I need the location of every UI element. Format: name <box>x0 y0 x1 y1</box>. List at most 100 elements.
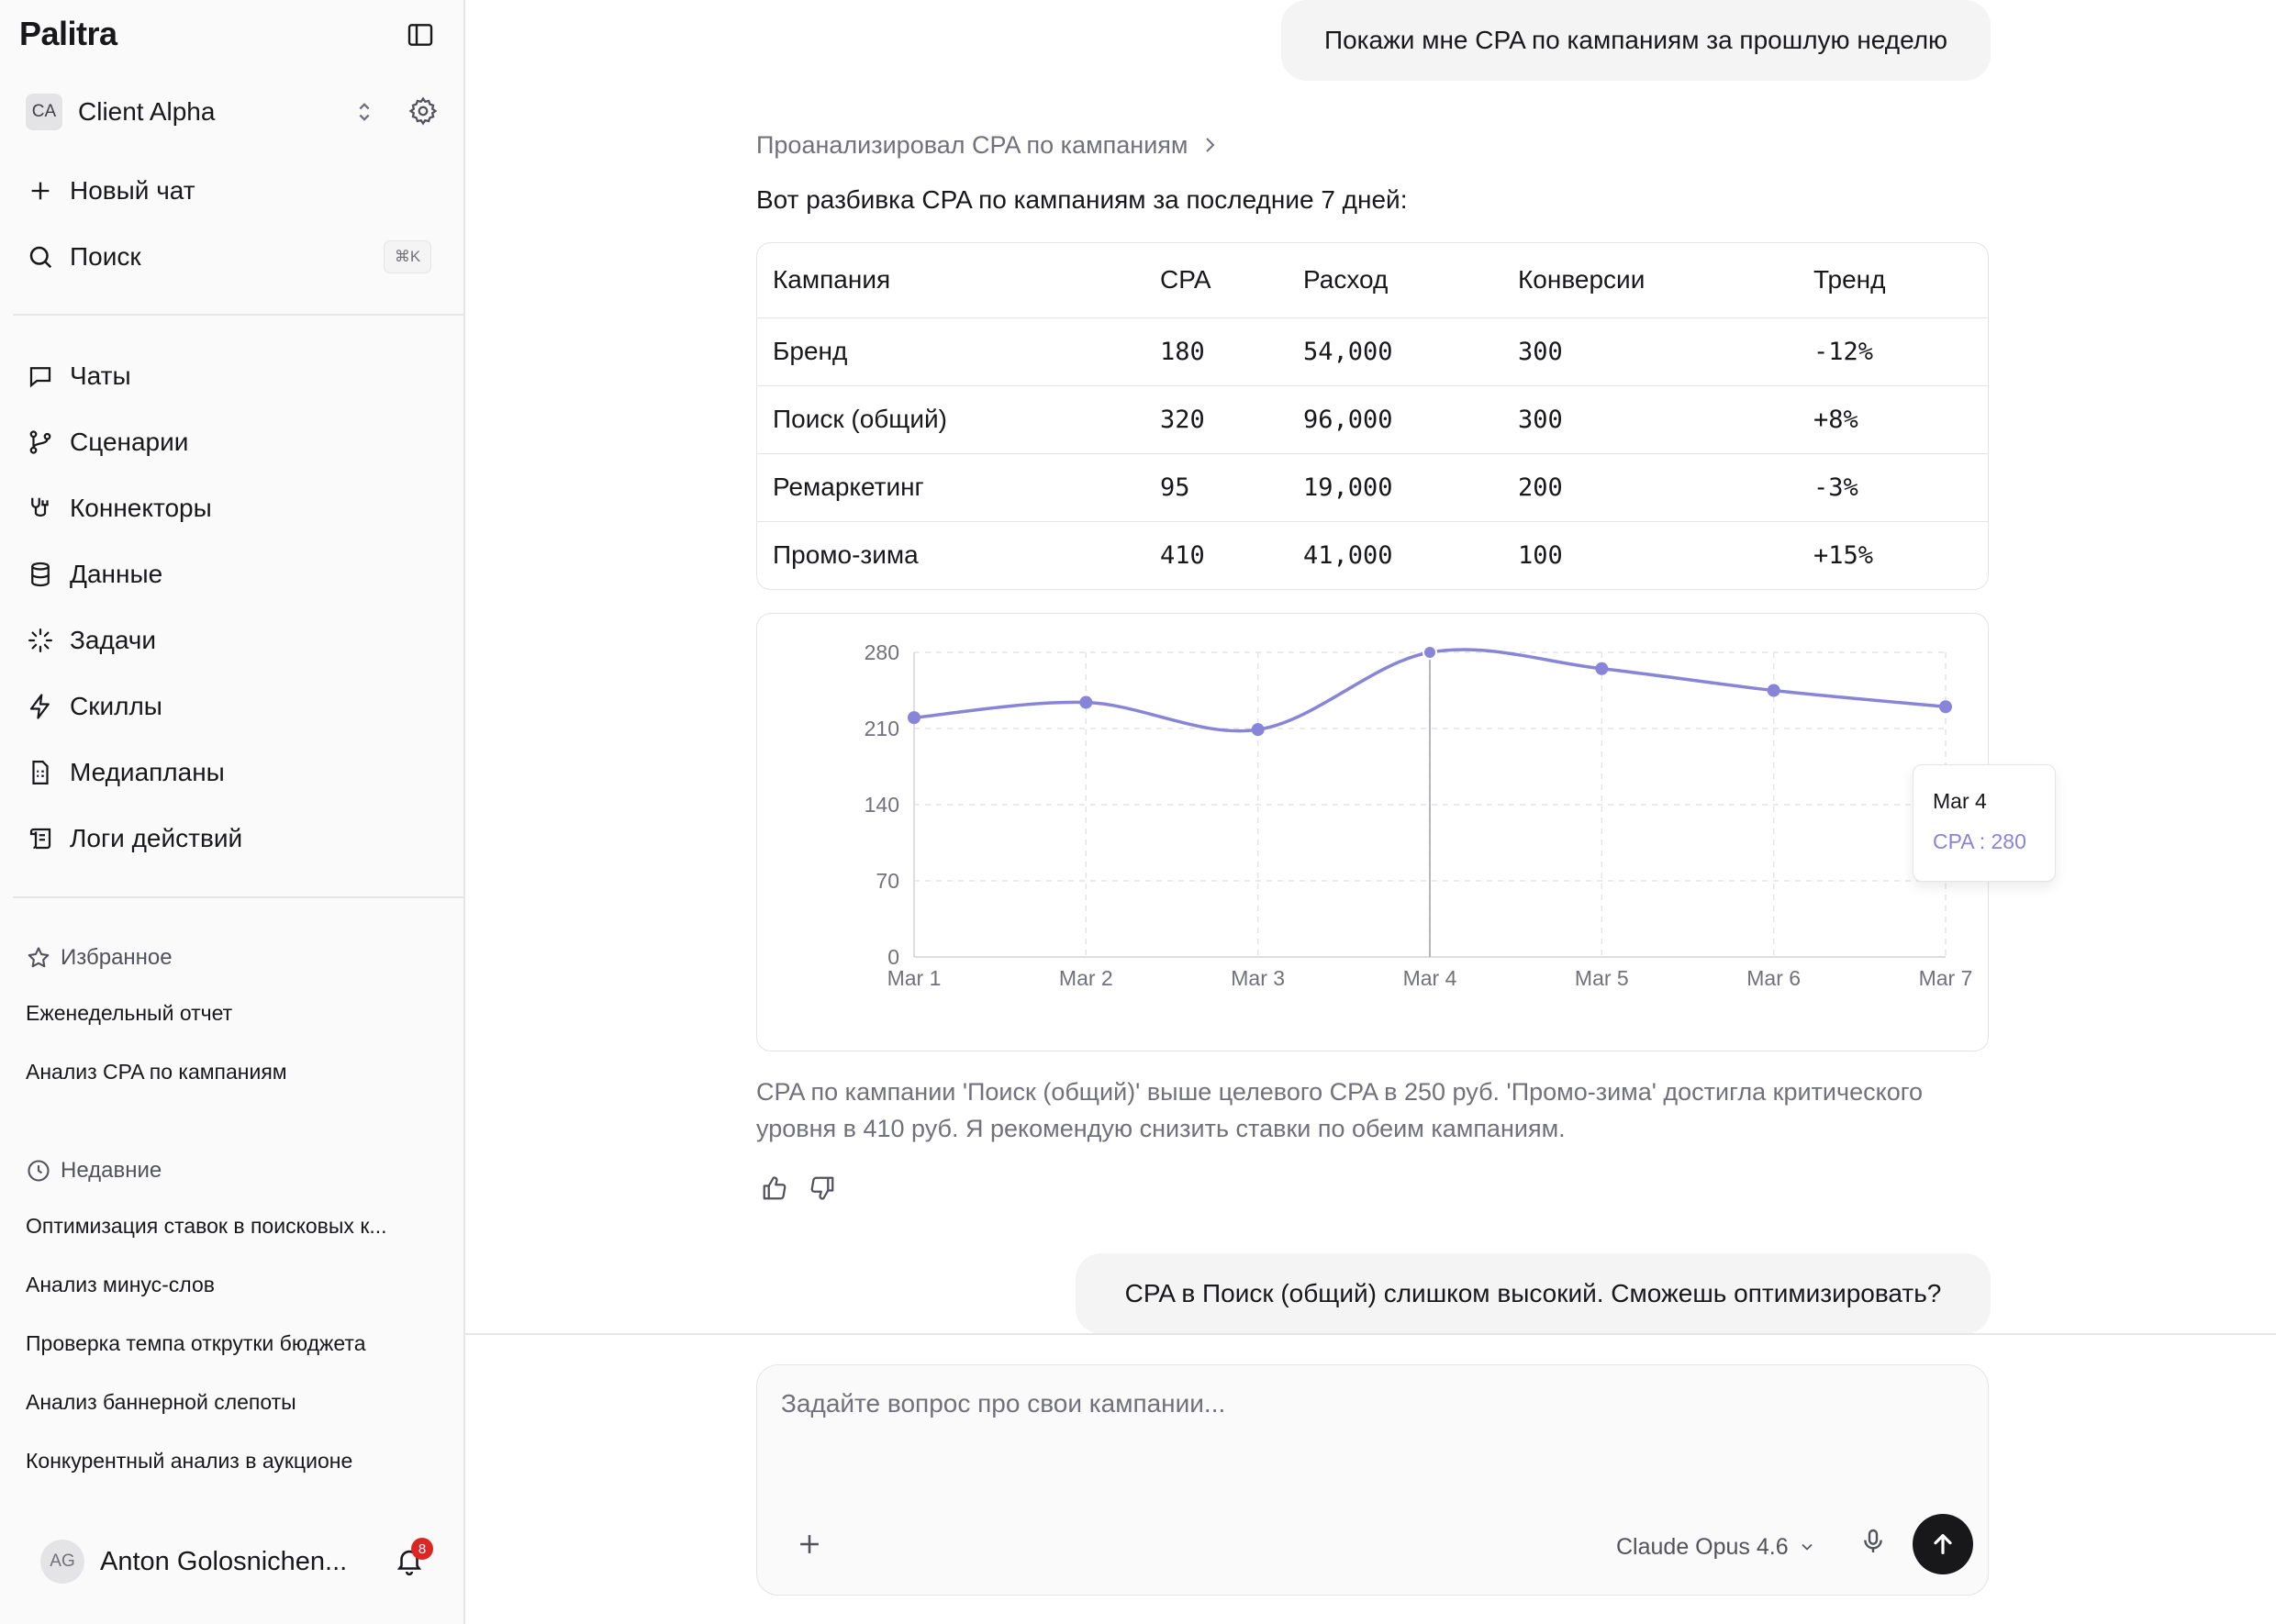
table-header: Расход <box>1303 243 1518 318</box>
plug-icon <box>26 494 55 523</box>
table-header: Конверсии <box>1518 243 1813 318</box>
x-tick-label: Mar 7 <box>1919 966 1973 990</box>
client-avatar: CA <box>26 94 62 130</box>
search-label: Поиск <box>70 242 141 271</box>
data-point <box>908 711 920 725</box>
table-cell: +8% <box>1813 385 1988 454</box>
cpa-table: Кампания CPA Расход Конверсии Тренд Брен… <box>756 242 1989 590</box>
sidebar-item-label: Данные <box>70 560 163 588</box>
sidebar-item-data[interactable]: Данные <box>26 554 441 595</box>
analysis-step-toggle[interactable]: Проанализировал CPA по кампаниям <box>756 127 1221 163</box>
search-shortcut: ⌘K <box>384 240 431 273</box>
sidebar-item-chats[interactable]: Чаты <box>26 356 441 396</box>
sidebar-item-tasks[interactable]: Задачи <box>26 620 441 661</box>
sidebar-item-label: Чаты <box>70 362 131 390</box>
attach-button[interactable] <box>794 1529 827 1562</box>
plus-icon <box>26 176 55 206</box>
user-avatar: AG <box>40 1540 84 1584</box>
data-point <box>1422 645 1437 660</box>
user-message: CPA в Поиск (общий) слишком высокий. Смо… <box>1076 1253 1991 1334</box>
chat-icon <box>26 362 55 391</box>
user-profile[interactable]: AG Anton Golosnichen... 8 <box>40 1538 444 1585</box>
message-input[interactable] <box>781 1389 1956 1444</box>
favorite-item[interactable]: Анализ CPA по кампаниям <box>26 1060 287 1084</box>
table-cell: 95 <box>1160 453 1303 522</box>
sidebar-item-label: Коннекторы <box>70 494 212 522</box>
y-tick-label: 0 <box>887 945 899 969</box>
chevron-right-icon <box>1206 138 1215 152</box>
data-point <box>1939 700 1952 714</box>
chevron-updown-icon[interactable] <box>351 99 377 125</box>
sidebar-item-skills[interactable]: Скиллы <box>26 686 441 727</box>
search-icon <box>26 242 55 272</box>
x-tick-label: Mar 6 <box>1746 966 1801 990</box>
analysis-step-label: Проанализировал CPA по кампаниям <box>756 130 1188 159</box>
x-tick-label: Mar 2 <box>1059 966 1113 990</box>
y-tick-label: 280 <box>865 640 899 664</box>
table-cell: 19,000 <box>1303 453 1518 522</box>
table-row: Ремаркетинг 95 19,000 200 -3% <box>757 453 1988 522</box>
table-cell: 300 <box>1518 385 1813 454</box>
assistant-intro: Вот разбивка CPA по кампаниям за последн… <box>756 185 1408 214</box>
assistant-summary: CPA по кампании 'Поиск (общий)' выше цел… <box>756 1078 1923 1142</box>
table-header-row: Кампания CPA Расход Конверсии Тренд <box>757 243 1988 318</box>
recent-item[interactable]: Оптимизация ставок в поисковых к... <box>26 1214 387 1238</box>
sidebar-item-mediaplans[interactable]: Медиапланы <box>26 752 441 793</box>
table-cell: 54,000 <box>1303 317 1518 386</box>
cpa-line-chart[interactable]: 0 70 140 210 280 Mar 1 Mar 2 Mar 3 Mar 4 Mar 5 Mar… <box>756 613 1989 1051</box>
table-row: Промо-зима 410 41,000 100 +15% <box>757 521 1988 589</box>
table-cell: 41,000 <box>1303 540 1393 570</box>
favorite-item[interactable]: Еженедельный отчет <box>26 1001 233 1025</box>
microphone-icon[interactable] <box>1858 1527 1891 1560</box>
table-row: Бренд 180 54,000 300 -12% <box>757 317 1988 386</box>
thumbs-up-icon[interactable] <box>761 1174 790 1204</box>
notification-badge: 8 <box>411 1538 433 1560</box>
clock-icon <box>28 1160 50 1182</box>
table-cell: 300 <box>1518 317 1813 386</box>
loader-icon <box>26 626 55 655</box>
recent-item[interactable]: Анализ баннерной слепоты <box>26 1390 296 1414</box>
sidebar-item-label: Медиапланы <box>70 758 225 786</box>
table-cell: -12% <box>1813 317 1988 386</box>
sidebar-item-scenarios[interactable]: Сценарии <box>26 422 441 462</box>
tooltip-value: CPA : 280 <box>1933 829 2026 853</box>
plus-icon <box>800 1535 819 1553</box>
user-name: Anton Golosnichen... <box>100 1546 348 1576</box>
recent-item[interactable]: Проверка темпа открутки бюджета <box>26 1331 366 1355</box>
scroll-icon <box>26 824 55 853</box>
send-button[interactable] <box>1913 1514 1973 1574</box>
table-cell: +15% <box>1813 540 1874 570</box>
x-tick-label: Mar 5 <box>1575 966 1629 990</box>
y-tick-label: 140 <box>865 793 899 817</box>
x-tick-label: Mar 1 <box>887 966 942 990</box>
favorites-title: Избранное <box>61 945 173 970</box>
table-cell: Промо-зима <box>773 540 919 570</box>
tooltip-title: Mar 4 <box>1933 789 1987 813</box>
document-icon <box>26 758 55 787</box>
client-switcher[interactable]: CA Client Alpha <box>26 92 441 132</box>
recent-item[interactable]: Анализ минус-слов <box>26 1273 215 1296</box>
gear-icon[interactable] <box>407 95 439 127</box>
lightning-icon <box>26 692 55 721</box>
data-point <box>1079 695 1093 709</box>
thumbs-down-icon[interactable] <box>809 1174 838 1204</box>
sidebar: Palitra CA Client Alpha Новый чат Поиск … <box>0 0 465 1624</box>
chevron-down-icon <box>1802 1543 1813 1551</box>
sidebar-divider <box>13 896 464 898</box>
search-button[interactable]: Поиск ⌘K <box>26 237 441 277</box>
recent-item[interactable]: Конкурентный анализ в аукционе <box>26 1449 353 1473</box>
database-icon <box>26 560 55 589</box>
sidebar-toggle-icon[interactable] <box>406 20 435 50</box>
sidebar-item-connectors[interactable]: Коннекторы <box>26 488 441 528</box>
table-cell: 410 <box>1160 540 1205 570</box>
table-header: Тренд <box>1813 243 1988 318</box>
model-selector[interactable]: Claude Opus 4.6 <box>1616 1530 1816 1563</box>
x-tick-label: Mar 4 <box>1403 966 1457 990</box>
sidebar-item-action-logs[interactable]: Логи действий <box>26 818 441 859</box>
table-header: CPA <box>1160 243 1303 318</box>
table-cell: Ремаркетинг <box>757 453 1160 522</box>
table-cell: 100 <box>1518 540 1563 570</box>
composer: Claude Opus 4.6 <box>756 1364 1989 1596</box>
recent-header: Недавние <box>26 1154 162 1187</box>
new-chat-button[interactable]: Новый чат <box>26 171 441 211</box>
